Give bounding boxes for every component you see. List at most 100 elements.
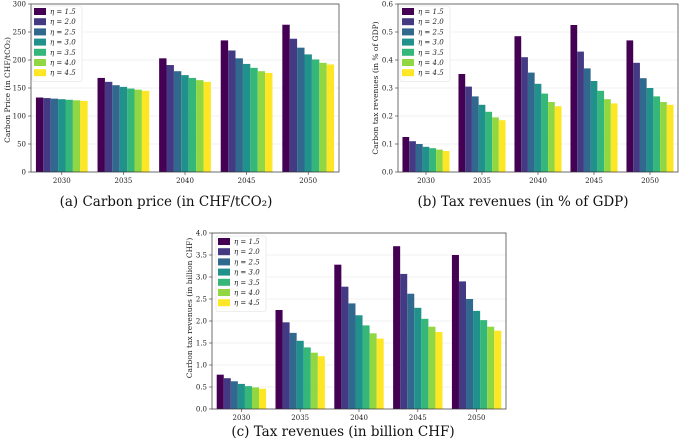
legend-swatch <box>34 59 46 66</box>
bar-2040-series-1 <box>514 36 522 173</box>
panel-a-bars <box>35 24 335 173</box>
panel-c-y-ticks: 0.0 0.5 1.0 1.5 2.0 2.5 3.0 3.5 4.0 <box>196 229 212 413</box>
panel-a-y-axis-label: Carbon Price (in CHF/tCO₂) <box>3 37 12 143</box>
panel-c-tax-revenue-chf-chart: 0.0 0.5 1.0 1.5 2.0 2.5 3.0 3.5 4.0 2030 2035 2040… <box>185 229 507 440</box>
bar-2050-series-7 <box>666 104 674 172</box>
bar-2050-series-2 <box>633 62 640 172</box>
bar-2040-series-4 <box>355 315 363 409</box>
bar-2030-series-3 <box>415 144 423 172</box>
legend-label: η = 3.5 <box>50 49 76 57</box>
bar-2035-series-7 <box>141 90 150 172</box>
bar-2045-series-6 <box>604 99 611 172</box>
legend-swatch <box>34 8 46 15</box>
y-tick-label: 0.5 <box>382 28 393 36</box>
legend-swatch <box>218 278 230 286</box>
bar-2050-series-5 <box>653 96 661 172</box>
y-tick-label: 3.5 <box>196 251 207 259</box>
bar-2050-series-1 <box>451 255 459 409</box>
legend-label: η = 3.5 <box>234 279 260 287</box>
legend-swatch <box>218 248 230 256</box>
y-tick-label: 0 <box>22 168 26 176</box>
panel-c-caption: (c) Tax revenues (in billion CHF) <box>231 424 454 440</box>
panel-c-x-ticks: 2030 2035 2040 2045 2050 <box>232 409 486 422</box>
legend-label: η = 2.0 <box>418 18 444 26</box>
y-tick-label: 2.5 <box>196 295 207 303</box>
y-tick-label: 0.0 <box>382 168 393 176</box>
bar-2050-series-4 <box>304 54 312 172</box>
y-tick-label: 1.5 <box>196 339 207 347</box>
bar-2035-series-2 <box>282 322 290 409</box>
legend-swatch <box>402 18 414 26</box>
bar-2050-series-2 <box>289 38 298 172</box>
bar-2030-series-7 <box>259 388 267 409</box>
panel-b-tax-revenue-gdp-chart: 0.00.10.20.30.40.50.6 2030 2035 2040 2045 20… <box>371 0 679 210</box>
bar-2035-series-6 <box>310 352 318 409</box>
panel-a-x-ticks: 2030 2035 2040 2045 2050 <box>53 172 317 185</box>
bar-2035-series-3 <box>112 85 120 172</box>
panel-a-caption: (a) Carbon price (in CHF/tCO₂) <box>60 194 273 210</box>
bar-2035-series-6 <box>492 117 499 172</box>
bar-2035-series-7 <box>498 120 506 172</box>
legend-swatch <box>34 18 46 26</box>
bar-2050-series-2 <box>458 281 467 409</box>
bar-2050-series-4 <box>473 310 481 409</box>
bar-2035-series-5 <box>303 347 311 409</box>
bar-2035-series-1 <box>458 74 466 172</box>
x-tick-label: 2050 <box>299 177 317 185</box>
bar-2035-series-5 <box>485 111 493 172</box>
x-tick-label: 2045 <box>409 414 427 422</box>
x-tick-label: 2030 <box>53 177 71 185</box>
bar-2040-series-7 <box>554 106 562 172</box>
y-tick-label: 0.3 <box>382 84 393 92</box>
bar-2040-series-1 <box>159 58 167 172</box>
bar-2045-series-3 <box>407 293 415 409</box>
bar-2045-series-7 <box>610 103 618 172</box>
legend-label: η = 3.5 <box>418 49 444 57</box>
legend-swatch <box>34 28 46 36</box>
bar-2030-series-7 <box>442 151 450 172</box>
y-tick-label: 4.0 <box>196 229 207 237</box>
bar-2030-series-1 <box>402 137 410 172</box>
bar-2040-series-7 <box>376 338 384 409</box>
legend-label: η = 1.5 <box>50 8 76 16</box>
y-tick-label: 0.0 <box>196 405 207 413</box>
x-tick-label: 2050 <box>641 177 659 185</box>
legend-label: η = 3.0 <box>418 39 444 47</box>
bar-2050-series-4 <box>646 88 654 172</box>
bar-2045-series-2 <box>400 273 408 409</box>
legend-swatch <box>34 69 46 77</box>
y-tick-label: 0.4 <box>382 56 394 64</box>
bar-2040-series-3 <box>173 71 182 172</box>
bar-2035-series-1 <box>275 310 283 409</box>
x-tick-label: 2040 <box>176 177 194 185</box>
bar-2040-series-2 <box>521 57 528 173</box>
x-tick-label: 2030 <box>232 414 250 422</box>
bar-2035-series-4 <box>296 340 304 409</box>
bar-2030-series-7 <box>80 100 88 172</box>
legend-label: η = 2.5 <box>50 28 76 36</box>
y-tick-label: 200 <box>13 56 26 64</box>
y-tick-label: 0.2 <box>382 112 393 120</box>
bar-2040-series-3 <box>527 72 535 172</box>
legend-swatch <box>218 299 230 307</box>
y-tick-label: 0.6 <box>382 0 394 8</box>
panel-a-y-ticks: 0 50 100 150 200 250 300 <box>13 0 31 176</box>
x-tick-label: 2040 <box>350 414 368 422</box>
legend-swatch <box>402 59 414 66</box>
legend-label: η = 4.0 <box>234 289 260 297</box>
bar-2045-series-5 <box>421 318 429 409</box>
panel-b-legend: η = 1.5 η = 2.0 η = 2.5 η = 3.0 η = 3.5 η = 4… <box>399 5 451 82</box>
bar-2045-series-3 <box>235 58 243 172</box>
bar-2035-series-2 <box>104 81 113 172</box>
panel-b-caption: (b) Tax revenues (in % of GDP) <box>417 194 628 210</box>
bar-2045-series-1 <box>393 246 401 409</box>
legend-label: η = 4.0 <box>418 59 444 67</box>
bar-2030-series-5 <box>429 148 437 172</box>
bar-2030-series-5 <box>65 99 73 172</box>
bar-2050-series-1 <box>282 24 290 172</box>
x-tick-label: 2045 <box>238 177 256 185</box>
x-tick-label: 2030 <box>417 177 435 185</box>
bar-2050-series-6 <box>660 102 667 172</box>
legend-label: η = 3.0 <box>234 269 260 277</box>
panel-b-y-ticks: 0.0 0.1 0.2 0.3 0.4 0.5 0.6 <box>382 0 398 176</box>
